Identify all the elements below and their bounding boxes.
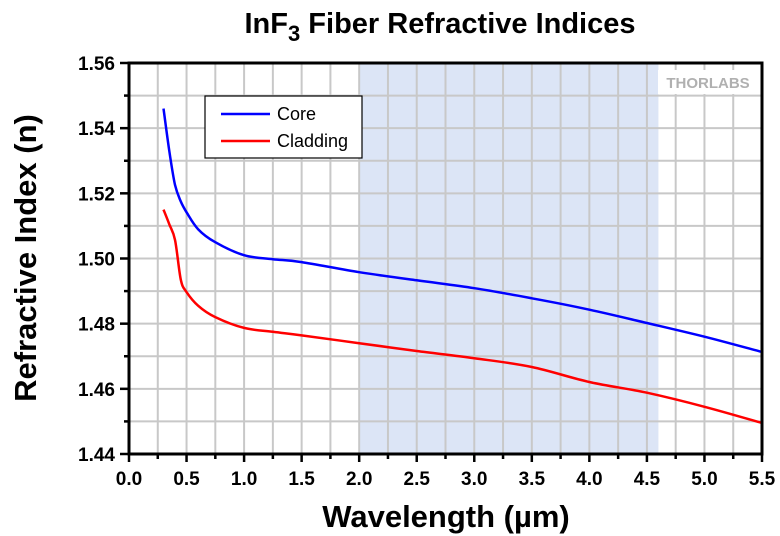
x-tick-label: 1.0 [231,469,257,490]
y-tick-label: 1.50 [78,250,115,271]
x-tick-label: 5.5 [749,469,776,490]
x-tick-label: 4.5 [634,469,661,490]
y-tick-label: 1.54 [78,119,115,140]
chart-title-suffix: Fiber Refractive Indices [300,8,635,40]
y-tick-label: 1.56 [78,54,115,75]
y-axis-ticks: 1.44 1.46 1.48 1.50 1.52 1.54 1.56 [78,54,129,466]
legend: Core Cladding [204,95,363,159]
chart-title-subscript: 3 [288,21,300,46]
watermark-background [658,70,758,94]
x-tick-label: 1.5 [288,469,315,490]
y-axis-label: Refractive Index (n) [8,114,43,402]
y-tick-label: 1.48 [78,315,115,336]
x-tick-label: 0.5 [173,469,200,490]
x-tick-label: 4.0 [576,469,602,490]
legend-label-cladding: Cladding [277,131,348,151]
x-tick-label: 3.5 [519,469,546,490]
legend-box [204,95,363,159]
series-line-core [162,108,763,354]
y-tick-label: 1.46 [78,380,115,401]
watermark-text: THORLABS [666,75,749,92]
x-axis-label: Wavelength (µm) [322,499,570,534]
chart-title-main: InF [245,8,289,40]
y-tick-label: 1.44 [78,445,115,466]
series-lines [162,108,763,425]
thorlabs-watermark: THORLABS [658,70,758,94]
chart-title: InF3 Fiber Refractive Indices [245,8,636,46]
x-tick-label: 5.0 [691,469,717,490]
plot-area: THORLABS 0.0 0.5 1.0 1.5 2.0 2.5 3.0 3.5 4.0 4.5 5… [78,54,776,490]
y-tick-label: 1.52 [78,184,115,205]
x-axis-ticks: 0.0 0.5 1.0 1.5 2.0 2.5 3.0 3.5 4.0 4.5 5.0 5.5 [116,454,776,490]
x-tick-label: 2.0 [346,469,372,490]
x-tick-label: 0.0 [116,469,142,490]
legend-label-core: Core [277,104,316,124]
x-tick-label: 2.5 [404,469,431,490]
series-line-cladding [162,209,763,425]
x-tick-label: 3.0 [461,469,487,490]
